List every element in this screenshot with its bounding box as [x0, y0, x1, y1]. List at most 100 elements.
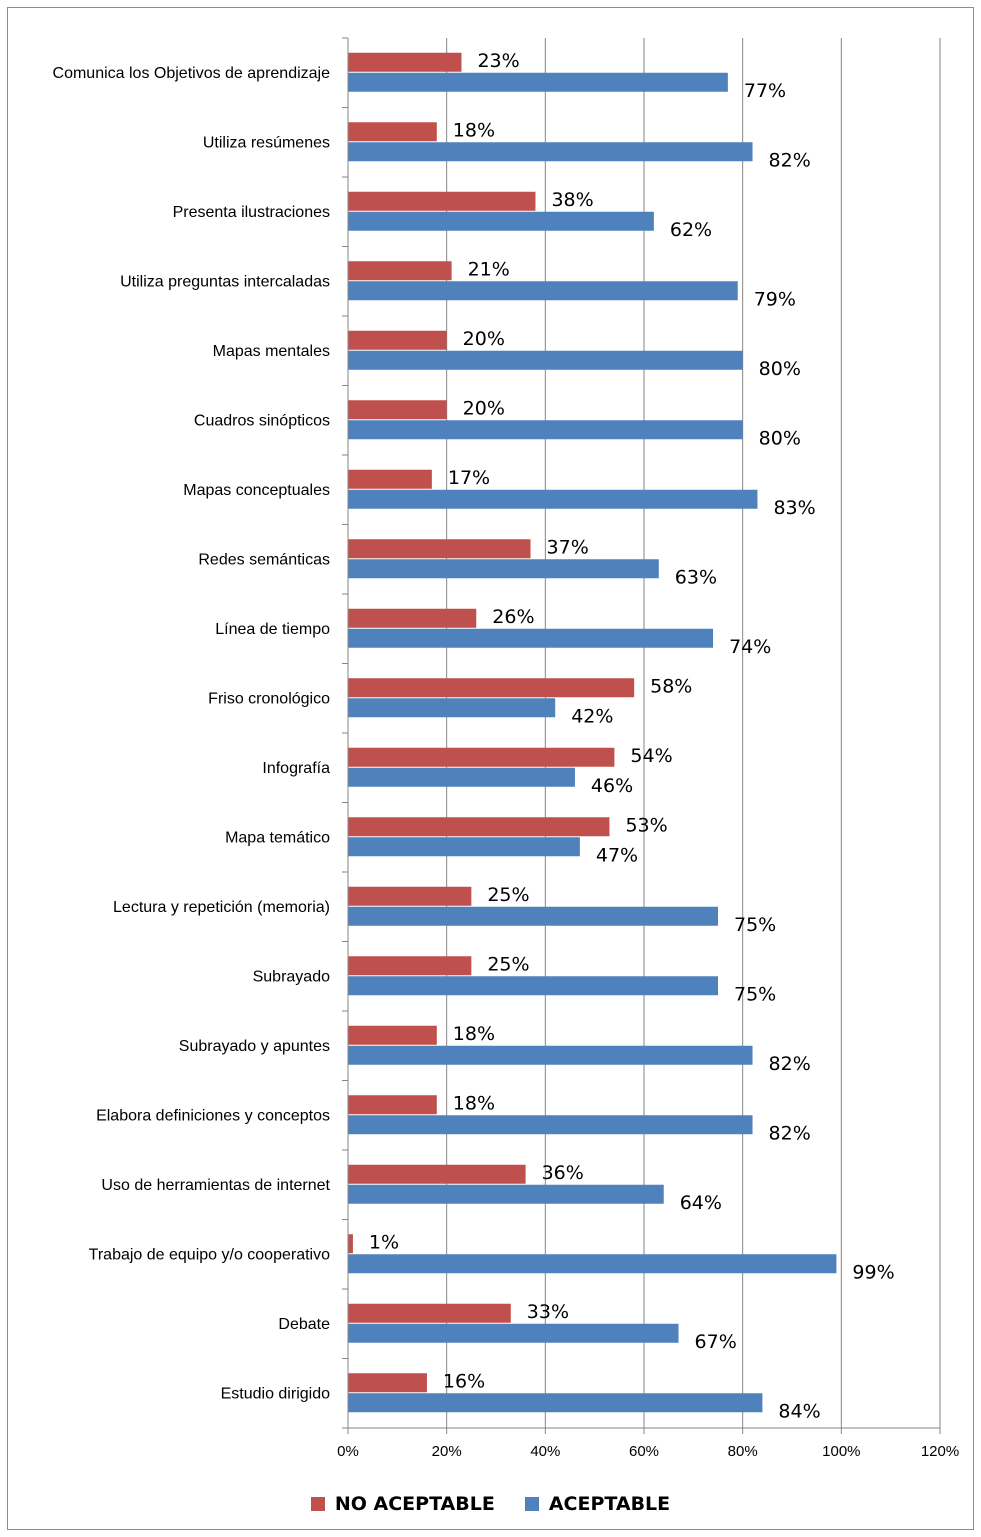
data-label-aceptable: 42%	[571, 705, 613, 727]
legend-swatch-no-aceptable	[310, 1497, 325, 1511]
data-label-no-aceptable: 33%	[527, 1301, 569, 1323]
category-label: Mapas conceptuales	[183, 482, 330, 499]
bar-no-aceptable	[348, 1025, 437, 1045]
bar-no-aceptable	[348, 956, 472, 976]
data-label-aceptable: 82%	[769, 149, 811, 171]
data-label-no-aceptable: 20%	[463, 328, 505, 350]
x-tick-label: 0%	[337, 1443, 359, 1460]
data-label-no-aceptable: 20%	[463, 397, 505, 419]
data-label-no-aceptable: 25%	[487, 953, 529, 975]
data-label-no-aceptable: 1%	[369, 1231, 399, 1253]
bar-aceptable	[348, 837, 580, 857]
bar-aceptable	[348, 420, 743, 440]
bar-no-aceptable	[348, 747, 615, 767]
category-label: Subrayado y apuntes	[179, 1038, 330, 1055]
bar-aceptable	[348, 559, 659, 579]
data-label-no-aceptable: 54%	[630, 745, 672, 767]
bar-aceptable	[348, 72, 728, 92]
axes	[342, 37, 941, 1434]
legend-swatch-aceptable	[524, 1497, 539, 1511]
data-label-no-aceptable: 18%	[453, 1023, 495, 1045]
category-label: Redes semánticas	[198, 551, 330, 568]
category-label: Debate	[278, 1316, 330, 1333]
category-label: Utiliza resúmenes	[203, 134, 330, 151]
bar-aceptable	[348, 1045, 753, 1065]
legend: NO ACEPTABLE ACEPTABLE	[0, 1493, 981, 1515]
category-label: Mapas mentales	[213, 343, 330, 360]
category-label: Trabajo de equipo y/o cooperativo	[89, 1246, 330, 1263]
x-tick-label: 40%	[530, 1443, 560, 1460]
legend-item-aceptable: ACEPTABLE	[524, 1493, 671, 1515]
bar-aceptable	[348, 976, 718, 996]
data-label-aceptable: 62%	[670, 219, 712, 241]
labels: 0% 20% 40% 60% 80% 100% 120% Comunica los Objet…	[53, 50, 960, 1460]
data-label-aceptable: 82%	[769, 1122, 811, 1144]
category-label: Estudio dirigido	[221, 1385, 331, 1402]
bar-aceptable	[348, 1184, 664, 1204]
bar-aceptable	[348, 698, 556, 718]
bar-no-aceptable	[348, 1234, 353, 1254]
legend-item-no-aceptable: NO ACEPTABLE	[310, 1493, 495, 1515]
bars	[348, 52, 837, 1413]
bar-no-aceptable	[348, 539, 531, 559]
bar-no-aceptable	[348, 122, 437, 142]
category-label: Friso cronológico	[208, 690, 330, 707]
x-tick-label: 20%	[432, 1443, 462, 1460]
data-label-aceptable: 46%	[591, 775, 633, 797]
data-label-aceptable: 47%	[596, 844, 638, 866]
data-label-aceptable: 74%	[729, 636, 771, 658]
bar-no-aceptable	[348, 608, 477, 628]
bar-aceptable	[348, 211, 654, 231]
data-label-aceptable: 99%	[852, 1261, 894, 1283]
data-label-no-aceptable: 21%	[468, 258, 510, 280]
bar-no-aceptable	[348, 1373, 427, 1393]
data-label-no-aceptable: 23%	[477, 50, 519, 72]
bar-chart: 0% 20% 40% 60% 80% 100% 120% Comunica los Objet…	[53, 37, 960, 1460]
x-tick-label: 100%	[822, 1443, 860, 1460]
category-label: Subrayado	[253, 968, 330, 985]
legend-label-aceptable: ACEPTABLE	[548, 1493, 671, 1515]
category-label: Lectura y repetición (memoria)	[113, 899, 330, 916]
bar-no-aceptable	[348, 261, 452, 281]
bar-aceptable	[348, 767, 575, 787]
data-label-no-aceptable: 18%	[453, 119, 495, 141]
bar-aceptable	[348, 906, 718, 926]
data-label-no-aceptable: 38%	[551, 189, 593, 211]
bar-aceptable	[348, 1115, 753, 1135]
data-label-no-aceptable: 37%	[547, 536, 589, 558]
data-label-aceptable: 79%	[754, 288, 796, 310]
bar-aceptable	[348, 350, 743, 370]
x-tick-label: 60%	[629, 1443, 659, 1460]
data-label-no-aceptable: 25%	[487, 884, 529, 906]
data-label-no-aceptable: 58%	[650, 675, 692, 697]
data-label-no-aceptable: 17%	[448, 467, 490, 489]
bar-no-aceptable	[348, 1095, 437, 1115]
bar-no-aceptable	[348, 469, 432, 489]
data-label-aceptable: 84%	[778, 1400, 820, 1422]
category-label: Uso de herramientas de internet	[101, 1177, 330, 1194]
bar-aceptable	[348, 1254, 837, 1274]
bar-aceptable	[348, 1393, 763, 1413]
data-label-no-aceptable: 16%	[443, 1370, 485, 1392]
category-label: Cuadros sinópticos	[194, 412, 330, 429]
data-label-aceptable: 75%	[734, 983, 776, 1005]
legend-label-no-aceptable: NO ACEPTABLE	[334, 1493, 495, 1515]
bar-aceptable	[348, 628, 714, 648]
category-label: Presenta ilustraciones	[173, 204, 330, 221]
bar-no-aceptable	[348, 400, 447, 420]
data-label-aceptable: 63%	[675, 566, 717, 588]
data-label-aceptable: 75%	[734, 914, 776, 936]
gridlines	[446, 38, 941, 1428]
x-tick-label: 120%	[921, 1443, 959, 1460]
data-label-aceptable: 64%	[680, 1192, 722, 1214]
bar-no-aceptable	[348, 1303, 511, 1323]
x-tick-label: 80%	[728, 1443, 758, 1460]
category-label: Utiliza preguntas intercaladas	[120, 273, 330, 290]
category-label: Línea de tiempo	[215, 621, 330, 638]
data-label-aceptable: 82%	[769, 1053, 811, 1075]
bar-no-aceptable	[348, 678, 635, 698]
bar-no-aceptable	[348, 817, 610, 837]
category-label: Infografía	[262, 760, 330, 777]
category-label: Mapa temático	[225, 829, 330, 846]
bar-no-aceptable	[348, 330, 447, 350]
